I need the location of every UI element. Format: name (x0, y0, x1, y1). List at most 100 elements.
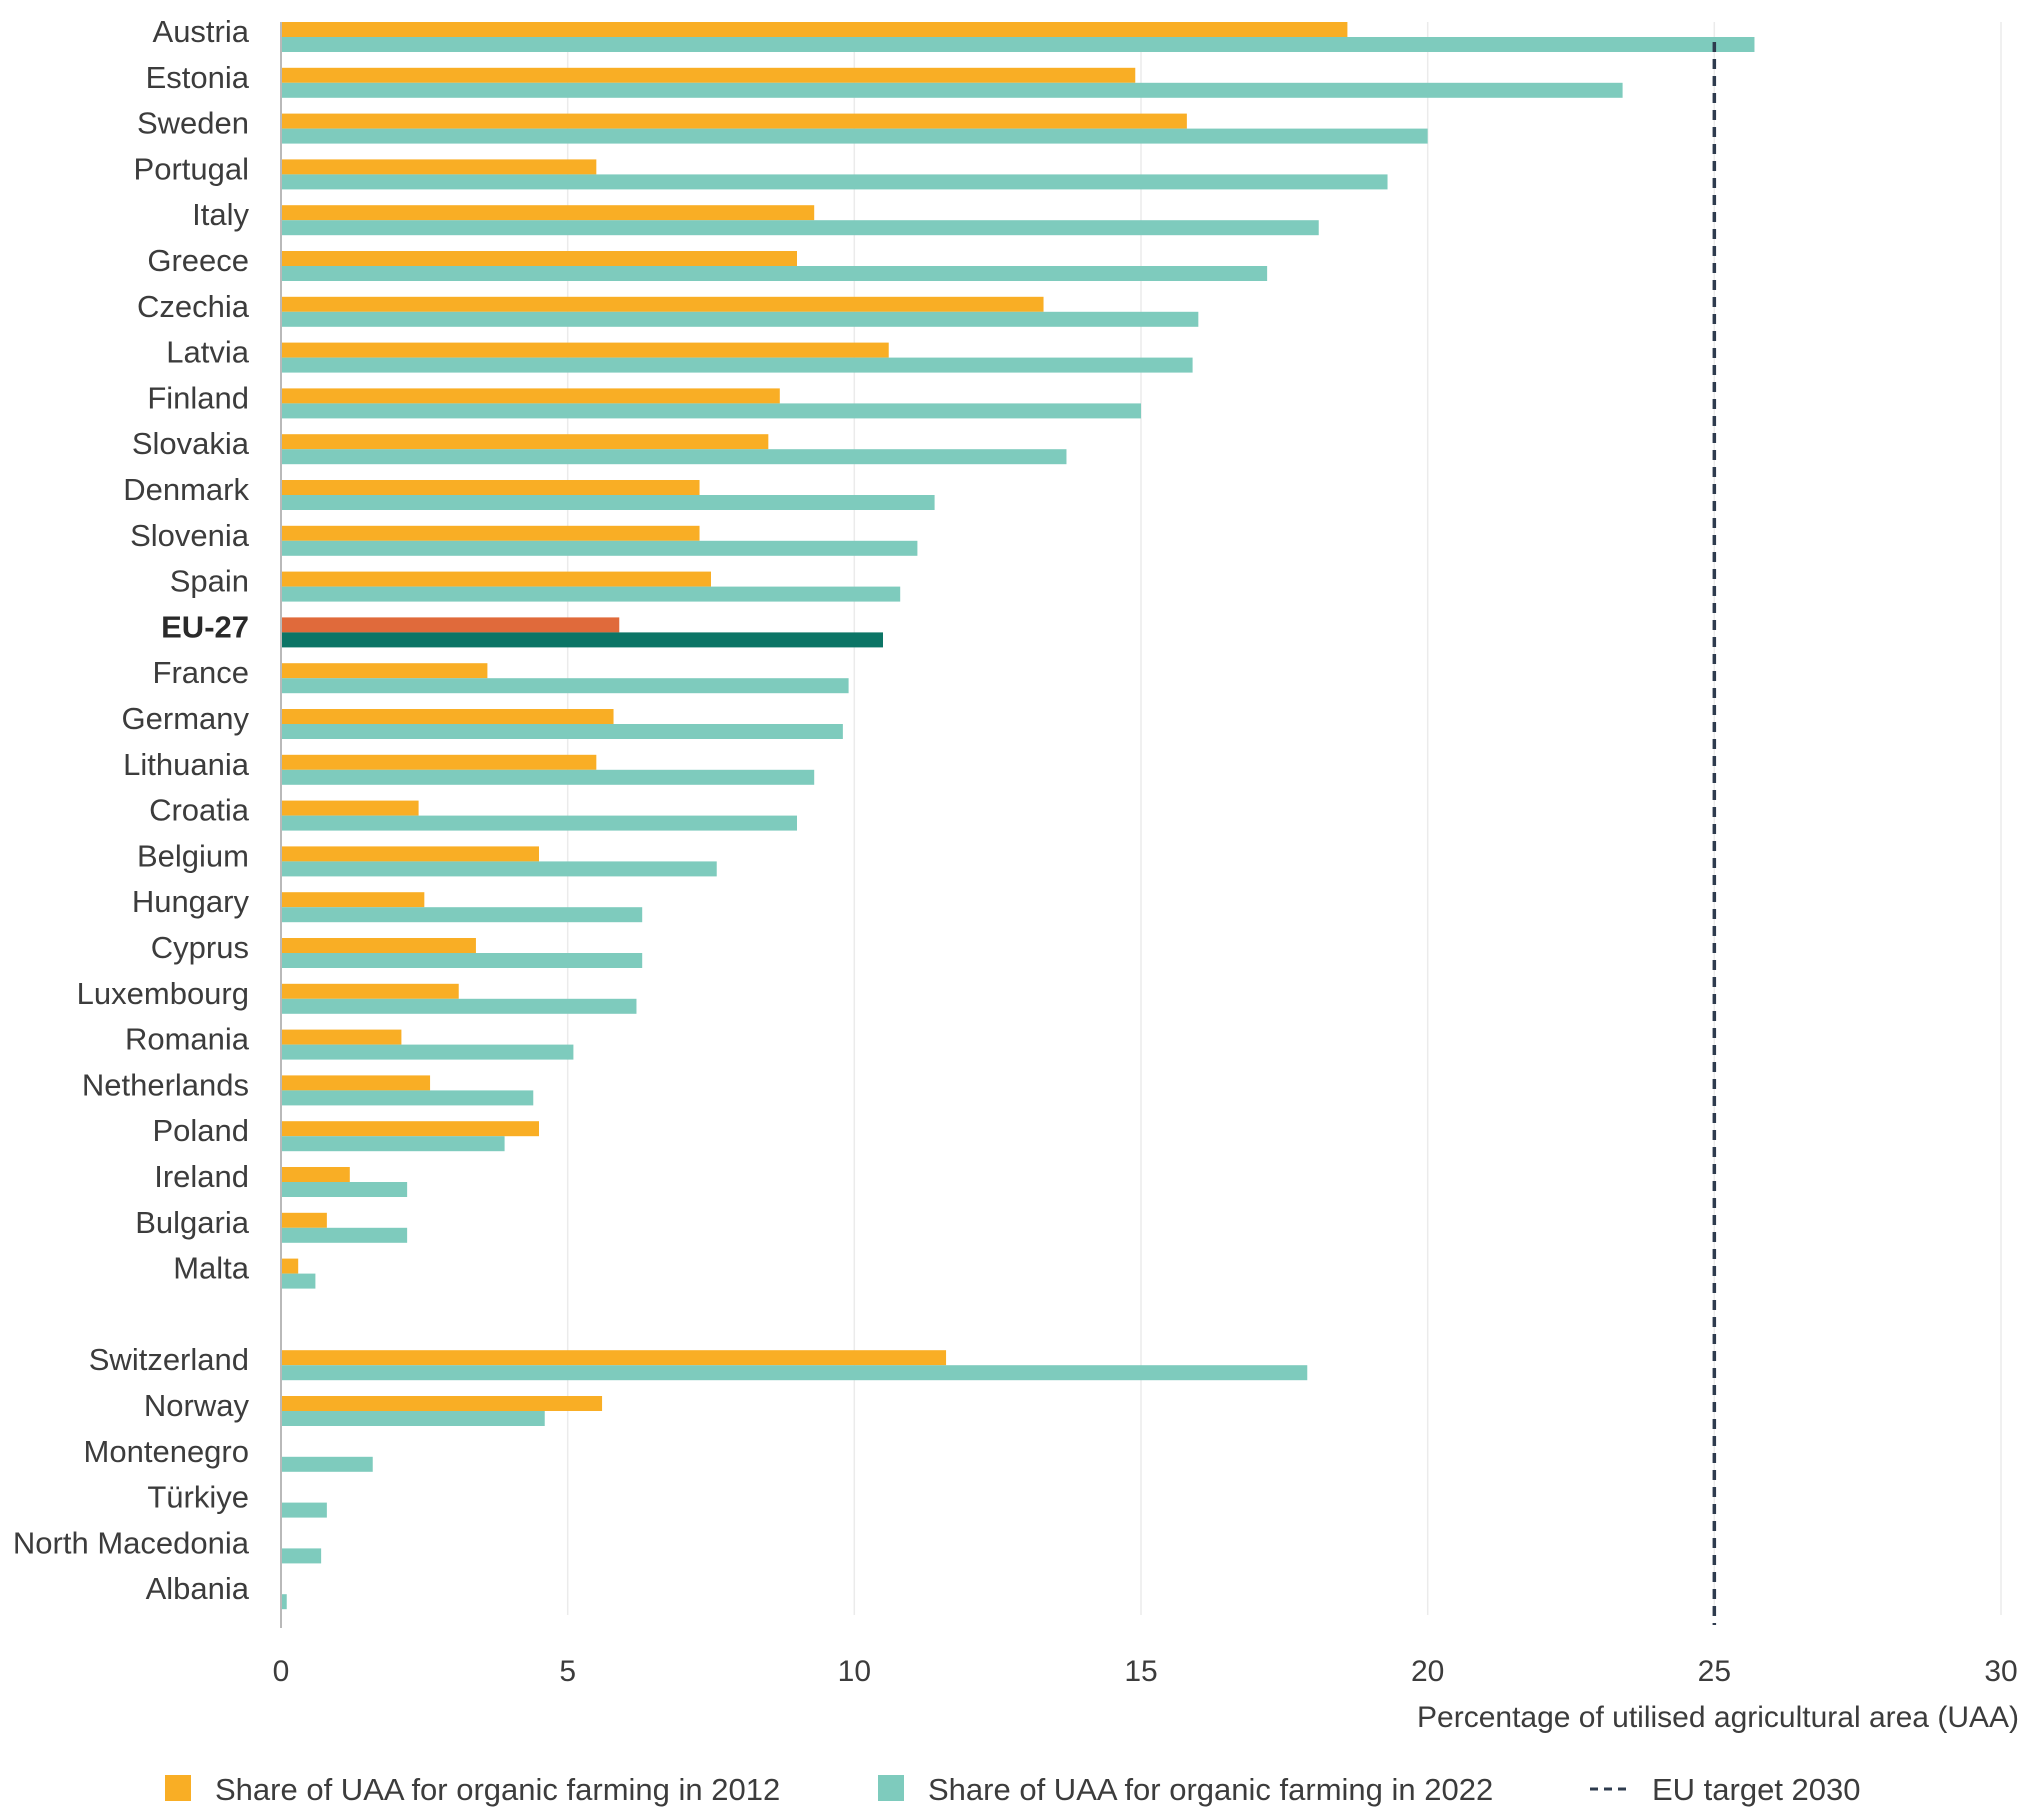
bar-ireland-2022 (281, 1182, 408, 1197)
bar-switzerland-2012 (281, 1350, 947, 1366)
x-tick-label-30: 30 (1984, 1655, 2017, 1688)
bar-sweden-2022 (281, 128, 1428, 144)
bar-finland-2022 (281, 403, 1141, 419)
legend-swatch-2012 (165, 1775, 191, 1801)
bar-poland-2012 (281, 1121, 539, 1137)
legend-swatch-2022 (878, 1775, 904, 1801)
bar-switzerland-2022 (281, 1365, 1308, 1381)
bar-greece-2022 (281, 266, 1268, 281)
category-label-ireland: Ireland (154, 1159, 249, 1194)
bar-germany-2022 (281, 724, 843, 739)
bar-hungary-2022 (281, 907, 643, 923)
category-label-t-rkiye: Türkiye (147, 1480, 249, 1515)
bar-spain-2012 (281, 571, 711, 587)
bar-france-2022 (281, 678, 849, 694)
bar-bulgaria-2012 (281, 1212, 327, 1228)
bar-czechia-2022 (281, 311, 1199, 327)
bar-poland-2022 (281, 1136, 505, 1152)
bar-norway-2022 (281, 1411, 545, 1426)
category-label-estonia: Estonia (146, 60, 250, 95)
bar-estonia-2012 (281, 67, 1136, 83)
bar-norway-2012 (281, 1396, 603, 1411)
category-label-montenegro: Montenegro (84, 1434, 249, 1469)
bar-lithuania-2022 (281, 769, 815, 785)
category-label-finland: Finland (147, 380, 249, 415)
bar-portugal-2012 (281, 159, 597, 175)
bar-lithuania-2012 (281, 754, 597, 770)
category-label-belgium: Belgium (137, 838, 249, 873)
category-label-spain: Spain (170, 564, 249, 599)
bar-sweden-2012 (281, 113, 1187, 129)
bar-north-macedonia-2022 (281, 1548, 322, 1564)
bar-cyprus-2012 (281, 938, 476, 953)
category-label-norway: Norway (144, 1388, 250, 1423)
bar-portugal-2022 (281, 174, 1388, 190)
bar-italy-2012 (281, 205, 815, 221)
bar-finland-2012 (281, 388, 780, 404)
category-label-greece: Greece (147, 243, 249, 278)
legend-label-2022: Share of UAA for organic farming in 2022 (928, 1772, 1493, 1807)
category-label-slovenia: Slovenia (130, 518, 250, 553)
bar-cyprus-2022 (281, 953, 643, 968)
legend: Share of UAA for organic farming in 2012… (165, 1772, 1861, 1807)
bar-luxembourg-2022 (281, 998, 637, 1014)
category-label-malta: Malta (173, 1251, 250, 1286)
category-label-albania: Albania (146, 1571, 250, 1606)
bar-croatia-2022 (281, 815, 797, 831)
x-tick-label-0: 0 (273, 1655, 290, 1688)
category-label-denmark: Denmark (123, 472, 249, 507)
bar-belgium-2012 (281, 846, 539, 862)
category-label-italy: Italy (192, 197, 249, 232)
category-label-lithuania: Lithuania (123, 747, 250, 782)
bar-netherlands-2012 (281, 1075, 431, 1091)
bar-eu-27-2022 (281, 632, 883, 648)
x-tick-label-20: 20 (1411, 1655, 1444, 1688)
category-label-luxembourg: Luxembourg (77, 976, 249, 1011)
bar-romania-2022 (281, 1044, 574, 1060)
category-label-austria: Austria (153, 14, 250, 49)
bar-slovenia-2012 (281, 525, 700, 541)
category-label-portugal: Portugal (134, 151, 249, 186)
category-label-france: France (153, 655, 249, 690)
bar-hungary-2012 (281, 892, 425, 908)
bar-denmark-2022 (281, 495, 935, 510)
bars (281, 22, 1755, 1610)
x-tick-label-5: 5 (559, 1655, 576, 1688)
category-label-sweden: Sweden (137, 106, 249, 141)
bar-albania-2022 (281, 1594, 287, 1610)
bar-austria-2012 (281, 22, 1348, 37)
category-label-cyprus: Cyprus (151, 930, 249, 965)
bar-croatia-2012 (281, 800, 419, 816)
bar-greece-2012 (281, 251, 797, 266)
category-label-netherlands: Netherlands (82, 1067, 249, 1102)
bar-slovakia-2012 (281, 434, 769, 450)
bar-t-rkiye-2022 (281, 1502, 327, 1518)
category-label-bulgaria: Bulgaria (135, 1205, 249, 1240)
bar-italy-2022 (281, 220, 1319, 236)
category-label-latvia: Latvia (166, 335, 249, 370)
bar-malta-2012 (281, 1258, 299, 1274)
category-labels: Austria Estonia Sweden Portugal Italy Greece C… (13, 14, 250, 1606)
x-axis-ticks: 0 5 10 15 20 25 30 (273, 1655, 2018, 1688)
bar-bulgaria-2022 (281, 1227, 408, 1243)
bar-latvia-2022 (281, 357, 1193, 373)
category-label-czechia: Czechia (137, 289, 250, 324)
bar-romania-2012 (281, 1029, 402, 1045)
category-label-north-macedonia: North Macedonia (13, 1525, 250, 1560)
bar-austria-2022 (281, 37, 1755, 52)
category-label-eu-27: EU-27 (161, 609, 249, 644)
category-label-hungary: Hungary (132, 884, 250, 919)
legend-label-target: EU target 2030 (1652, 1772, 1861, 1807)
bar-netherlands-2022 (281, 1090, 534, 1106)
bar-slovenia-2022 (281, 540, 918, 556)
legend-label-2012: Share of UAA for organic farming in 2012 (215, 1772, 780, 1807)
bar-spain-2022 (281, 586, 901, 602)
x-axis-title: Percentage of utilised agricultural area… (1417, 1701, 2019, 1734)
bar-slovakia-2022 (281, 449, 1067, 465)
category-label-slovakia: Slovakia (132, 426, 250, 461)
bar-belgium-2022 (281, 861, 717, 877)
bar-montenegro-2022 (281, 1456, 373, 1472)
bar-latvia-2012 (281, 342, 889, 358)
bar-czechia-2012 (281, 296, 1044, 312)
